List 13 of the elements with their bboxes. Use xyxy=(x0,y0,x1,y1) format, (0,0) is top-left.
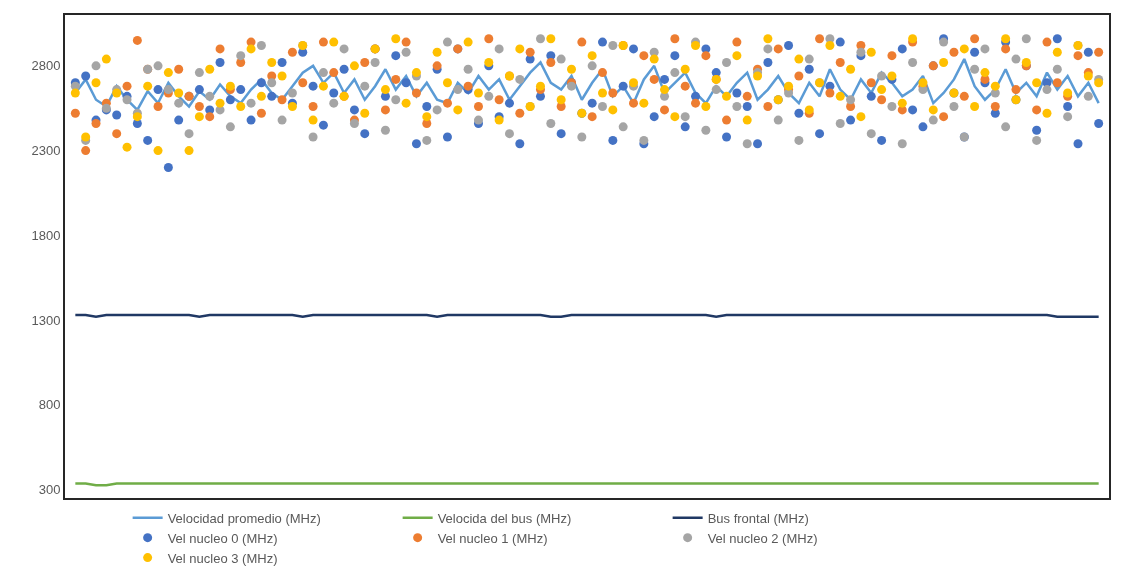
y-tick-label: 2300 xyxy=(31,143,61,159)
legend-label: Vel nucleo 1 (MHz) xyxy=(437,530,548,546)
y-tick-label: 1300 xyxy=(31,312,61,328)
legend-label: Velocida del bus (MHz) xyxy=(437,510,572,526)
y-tick-label: 1800 xyxy=(31,227,61,243)
legend-label: Vel nucleo 3 (MHz) xyxy=(167,550,278,566)
legend-label: Vel nucleo 0 (MHz) xyxy=(167,530,278,546)
legend-label: Bus frontal (MHz) xyxy=(707,510,809,526)
y-tick-label: 300 xyxy=(38,482,61,498)
legend-label: Vel nucleo 2 (MHz) xyxy=(707,530,818,546)
legend-label: Velocidad promedio (MHz) xyxy=(167,510,321,526)
y-tick-label: 2800 xyxy=(31,58,61,74)
y-tick-label: 800 xyxy=(38,397,61,413)
